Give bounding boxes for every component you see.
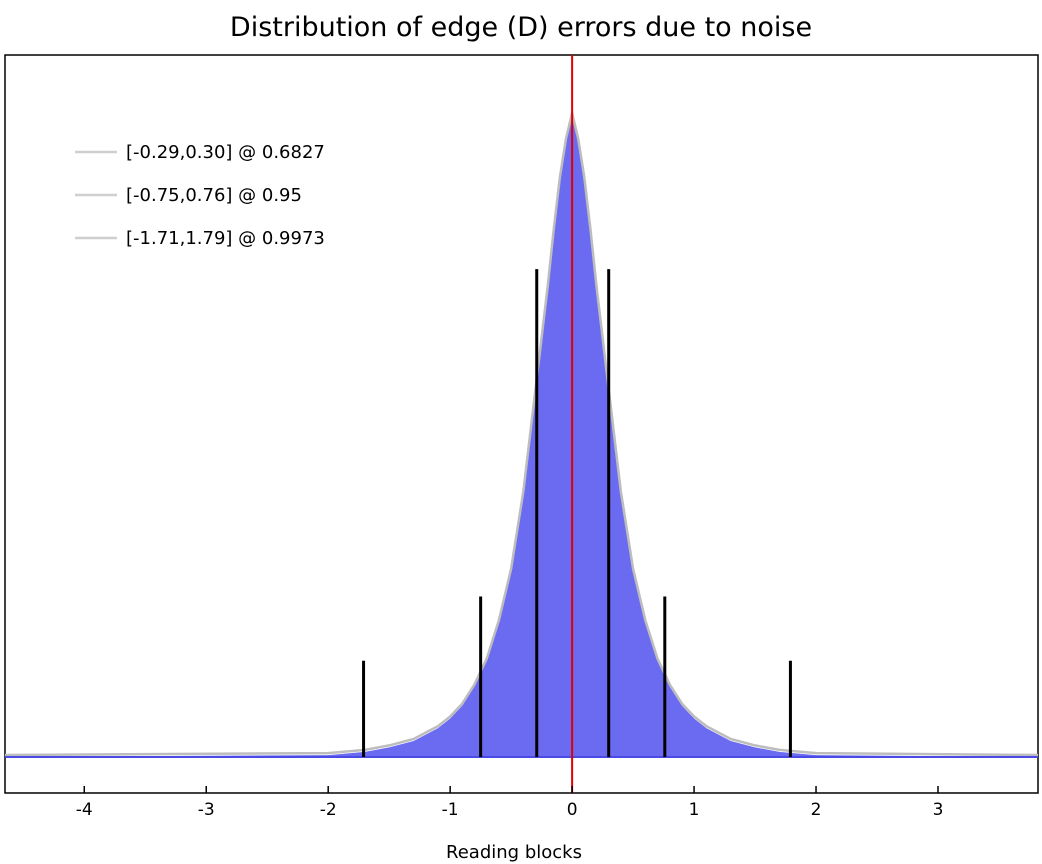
x-tick-label: -1 [442, 800, 459, 820]
legend-label: [-0.75,0.76] @ 0.95 [126, 185, 302, 206]
x-tick-label: 1 [689, 800, 700, 820]
x-axis-label: Reading blocks [446, 842, 582, 863]
legend-label: [-1.71,1.79] @ 0.9973 [126, 228, 325, 249]
legend-label: [-0.29,0.30] @ 0.6827 [126, 142, 325, 163]
x-tick-label: 0 [567, 800, 578, 820]
x-tick-label: -3 [198, 800, 215, 820]
x-tick-label: 3 [933, 800, 944, 820]
x-tick-label: 2 [811, 800, 822, 820]
x-tick-label: -2 [320, 800, 337, 820]
distribution-fill [5, 115, 1038, 757]
chart-title: Distribution of edge (D) errors due to n… [229, 12, 813, 43]
x-tick-label: -4 [76, 800, 93, 820]
